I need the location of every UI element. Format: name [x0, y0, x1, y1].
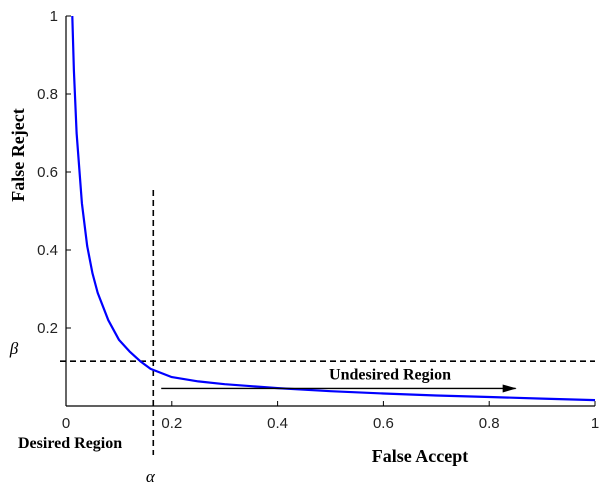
x-tick-label: 0.6 — [373, 415, 394, 432]
alpha-label: α — [146, 467, 156, 486]
y-axis-title: False Reject — [8, 108, 28, 201]
y-tick-label: 0.8 — [37, 86, 58, 103]
x-tick-label: 0.8 — [479, 415, 500, 432]
x-tick-label: 0 — [62, 415, 70, 432]
x-tick-label: 0.2 — [161, 415, 182, 432]
y-tick-label: 1 — [50, 8, 58, 25]
x-tick-label: 1 — [591, 415, 599, 432]
undesired-region-label: Undesired Region — [329, 366, 451, 383]
x-axis-title: False Accept — [372, 446, 468, 466]
y-tick-label: 0.4 — [37, 242, 58, 259]
beta-label: β — [9, 339, 19, 358]
plot-area: 0 0.2 0.4 0.6 0.8 1 0.2 0.4 0.6 0.8 1 Undesired Reg… — [8, 8, 599, 486]
x-tick-label: 0.4 — [267, 415, 288, 432]
series-line-0 — [71, 15, 596, 402]
y-tick-label: 0.6 — [37, 164, 58, 181]
desired-region-label: Desired Region — [18, 435, 122, 452]
y-tick-label: 0.2 — [37, 320, 58, 337]
